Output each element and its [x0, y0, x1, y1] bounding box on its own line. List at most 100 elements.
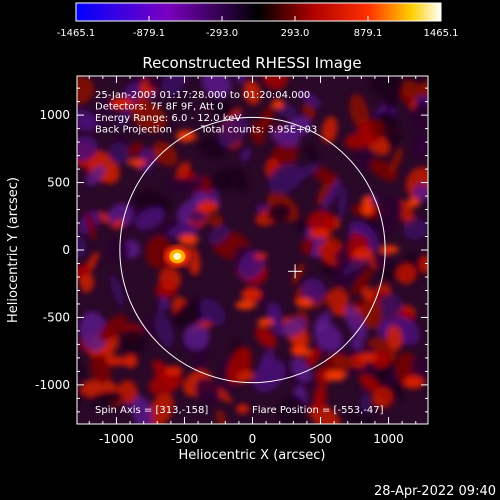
heat-blob: [130, 100, 167, 132]
heat-blob: [296, 218, 309, 231]
x-tick-label: 500: [309, 432, 332, 446]
heat-blob: [313, 385, 327, 411]
heat-blob: [258, 106, 274, 134]
heat-hotspot: [106, 356, 125, 366]
y-tick-label: -500: [43, 310, 70, 324]
heat-blob: [309, 403, 341, 424]
heat-blob: [369, 159, 398, 182]
heat-blob: [359, 374, 380, 392]
heat-blob: [152, 141, 178, 167]
heat-blob: [350, 337, 363, 350]
x-axis-label: Heliocentric X (arcsec): [179, 448, 326, 463]
heat-blob: [243, 80, 261, 105]
heat-blob: [195, 377, 220, 406]
heat-blob: [97, 211, 112, 224]
colorbar-tick-label: 1465.1: [424, 28, 459, 39]
heat-blob: [268, 163, 303, 194]
heat-hotspot: [110, 97, 133, 109]
heat-blob: [352, 149, 375, 172]
heat-blob: [141, 317, 155, 338]
heat-blob: [300, 237, 315, 256]
heat-hotspot: [309, 228, 331, 239]
heatmap-texture: [77, 76, 428, 424]
heat-blob: [291, 262, 305, 285]
heat-hotspot: [236, 404, 250, 414]
heat-blob: [77, 351, 89, 383]
heat-blob: [210, 96, 234, 120]
heat-hotspot: [403, 376, 425, 389]
heat-blob: [349, 221, 372, 236]
heat-blob: [175, 161, 191, 181]
heat-blob: [373, 250, 390, 271]
y-axis-label: Heliocentric Y (arcsec): [6, 177, 21, 323]
heat-blob: [154, 311, 174, 347]
heat-blob: [303, 144, 319, 162]
solar-limb-circle: [119, 116, 386, 384]
heat-blob: [262, 76, 288, 90]
heat-blob: [137, 148, 156, 173]
chart-title: Reconstructed RHESSI Image: [142, 54, 361, 72]
heat-blob: [389, 147, 403, 175]
heat-blob: [299, 91, 322, 108]
y-tick-label: 500: [47, 176, 70, 190]
heat-blob: [77, 264, 91, 278]
heat-hotspot: [292, 347, 312, 356]
heat-hotspot: [165, 365, 183, 376]
heat-hotspot: [241, 287, 262, 302]
heat-blob: [119, 328, 146, 356]
colorbar-ticks: [75, 16, 442, 21]
heat-blob: [104, 238, 129, 263]
heat-hotspot: [361, 196, 373, 204]
heat-hotspot: [176, 130, 197, 142]
heat-blob: [135, 207, 165, 230]
colorbar-tick-label: -1465.1: [57, 28, 96, 39]
heat-blob: [290, 358, 312, 382]
heat-blob: [314, 312, 332, 334]
heat-blob: [77, 109, 97, 132]
heat-blob: [147, 392, 174, 424]
heat-blob: [370, 76, 404, 96]
heat-blob: [79, 311, 108, 352]
heat-blob: [326, 287, 350, 312]
heat-blob: [135, 190, 171, 215]
annotation-line: Total counts: 3.95E+03: [200, 125, 317, 136]
heat-hotspot: [197, 200, 219, 214]
x-tick-label: 1000: [373, 432, 404, 446]
colorbar-tick-labels: -1465.1 -879.1 -293.0 293.0 879.1 1465.1: [57, 28, 459, 39]
y-tick-label: 0: [62, 243, 70, 257]
footer-spin-axis: Spin Axis = [313,-158]: [95, 405, 208, 416]
heat-blob: [307, 210, 336, 236]
heat-blob: [198, 137, 226, 158]
heatmap-image: [77, 76, 428, 424]
heat-blob: [253, 359, 286, 392]
heat-blob: [410, 100, 428, 130]
colorbar-tick-label: 879.1: [354, 28, 383, 39]
heat-hotspot: [379, 245, 400, 254]
annotation-line: Back Projection: [95, 125, 172, 136]
heat-blob: [350, 268, 373, 296]
heat-blob: [117, 106, 132, 128]
heat-blob: [161, 76, 189, 96]
heat-blob: [108, 142, 130, 164]
colorbar-tick-label: -879.1: [133, 28, 165, 39]
heat-blob: [267, 302, 284, 337]
heat-blob: [371, 350, 391, 369]
annotation-block: 25-Jan-2003 01:17:28.000 to 01:20:04.000…: [95, 90, 317, 136]
heat-hotspot: [407, 197, 420, 208]
heat-blob: [403, 218, 428, 240]
x-tick-labels: -1000 -500 0 500 1000: [99, 432, 404, 446]
heat-hotspot: [235, 300, 256, 310]
heat-hotspot: [127, 158, 146, 166]
heat-blob: [218, 114, 249, 148]
heat-blob: [80, 274, 95, 293]
heat-blob: [110, 274, 125, 307]
heat-blob: [172, 299, 208, 328]
heat-blob: [89, 391, 123, 406]
axis-ticks: [77, 76, 428, 424]
y-tick-label: -1000: [35, 378, 70, 392]
spin-axis-cross: [288, 264, 303, 279]
heat-blob: [187, 246, 201, 276]
heat-blob: [117, 380, 138, 404]
heat-blob: [281, 370, 317, 389]
